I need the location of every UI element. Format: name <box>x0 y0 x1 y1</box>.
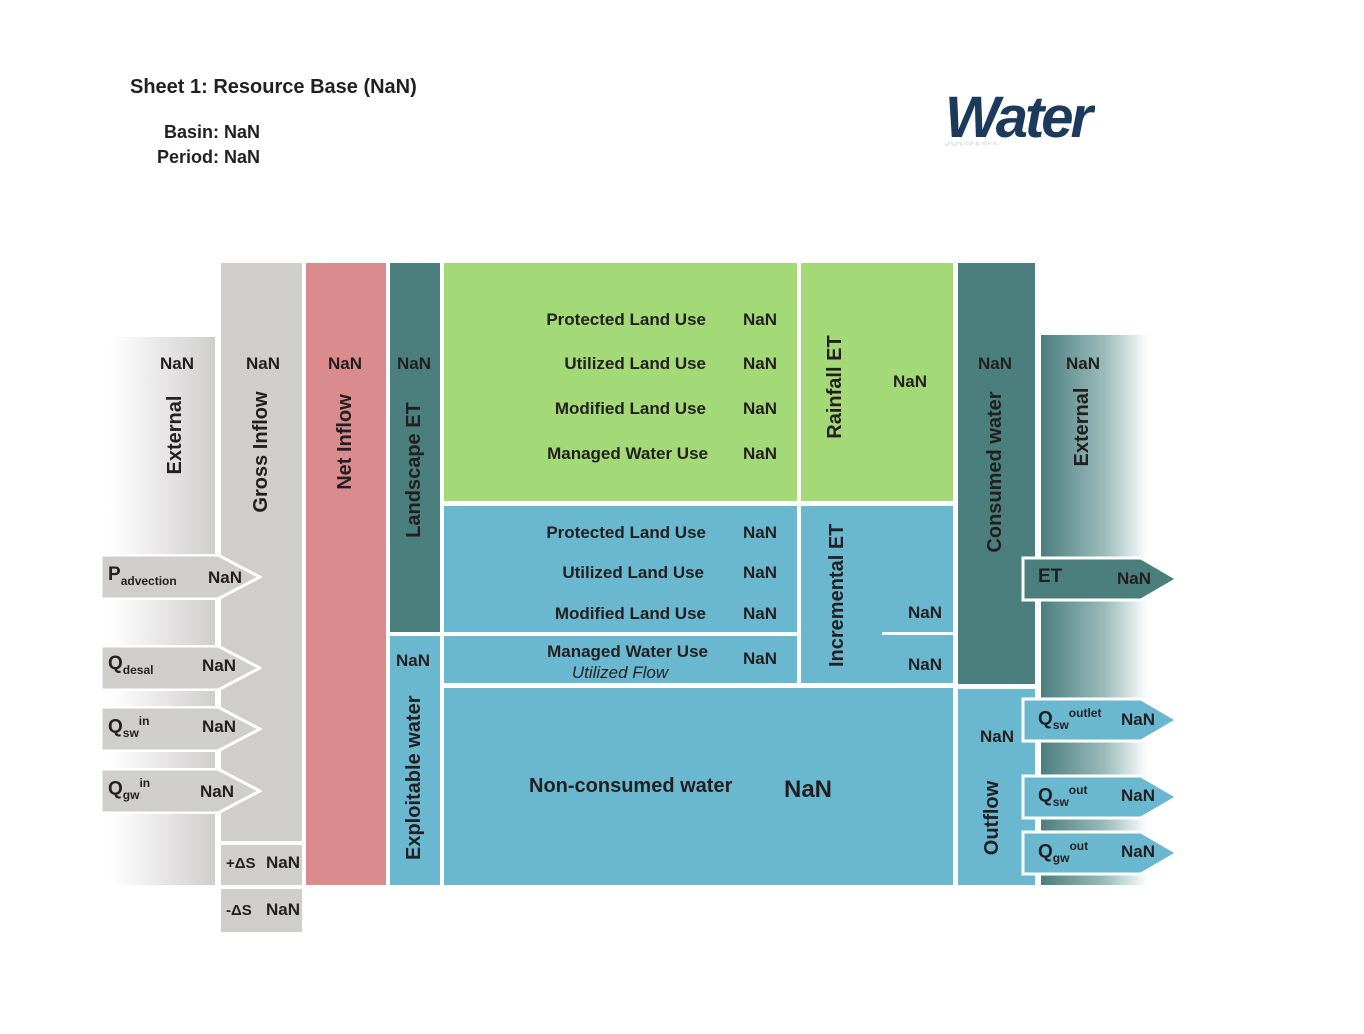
storage-minus-box <box>221 889 302 932</box>
basin-label: Basin: NaN <box>163 122 260 142</box>
outflow-label: Outflow <box>981 780 1003 856</box>
q-sw-outlet-arrow <box>1021 697 1180 743</box>
period-label: Period: NaN <box>156 147 260 167</box>
external-in-value: NaN <box>160 354 195 373</box>
incremental-et-label: Incremental ET <box>826 523 848 667</box>
p-advection-arrow <box>100 554 262 600</box>
blue-row-value: NaN <box>743 563 778 582</box>
q-gw-in-label: Qgwin <box>108 776 151 803</box>
blue-row-label: Utilized Land Use <box>562 563 704 582</box>
q-gw-in-value: NaN <box>200 782 235 801</box>
green-row-label: Managed Water Use <box>547 444 708 463</box>
green-row-label: Protected Land Use <box>546 310 706 329</box>
storage-divider <box>221 885 302 888</box>
landscape-et-column <box>390 263 440 632</box>
q-sw-out-arrow <box>1021 774 1180 820</box>
q-gw-out-arrow <box>1021 830 1180 876</box>
consumed-water-label: Consumed water <box>984 391 1006 553</box>
storage-plus-label: +ΔS <box>226 855 256 872</box>
incremental-et-divider <box>882 632 953 635</box>
non-consumed-water-block <box>444 688 953 885</box>
landscape-et-value: NaN <box>397 354 432 373</box>
q-sw-outlet-value: NaN <box>1121 710 1156 729</box>
q-desal-value: NaN <box>202 656 237 675</box>
gross-inflow-label: Gross Inflow <box>250 391 272 513</box>
green-row-value: NaN <box>743 399 778 418</box>
svg-text:Water: Water <box>945 85 1095 150</box>
blue-row-value: NaN <box>743 604 778 623</box>
sheet-title: Sheet 1: Resource Base (NaN) <box>130 76 417 98</box>
et-out-arrow <box>1021 556 1180 602</box>
et-out-value: NaN <box>1117 569 1152 588</box>
blue-row-label: Protected Land Use <box>546 523 706 542</box>
external-out-label: External <box>1071 387 1093 467</box>
blue-row-value: NaN <box>743 523 778 542</box>
managed-water-use-label: Managed Water Use <box>547 642 708 661</box>
rainfall-et-value: NaN <box>893 372 928 391</box>
net-inflow-column <box>306 263 386 885</box>
water-accounting-logo: Water Water ACCOUNTING+ <box>945 39 1100 152</box>
managed-water-use-value: NaN <box>743 649 778 668</box>
q-gw-out-value: NaN <box>1121 842 1156 861</box>
incremental-et-block <box>801 506 953 683</box>
green-row-value: NaN <box>743 354 778 373</box>
rainfall-et-block <box>801 263 953 501</box>
green-row-value: NaN <box>743 444 778 463</box>
net-inflow-value: NaN <box>328 354 363 373</box>
incremental-et-value-upper: NaN <box>908 603 943 622</box>
exploitable-water-column <box>390 636 440 885</box>
p-advection-label: Padvection <box>108 564 177 588</box>
consumed-water-value: NaN <box>978 354 1013 373</box>
net-inflow-label: Net Inflow <box>334 394 356 490</box>
storage-plus-box <box>221 845 302 885</box>
managed-water-use-block <box>444 636 797 683</box>
landscape-et-label: Landscape ET <box>403 402 425 538</box>
blue-land-use-block <box>444 506 797 632</box>
green-row-label: Utilized Land Use <box>564 354 706 373</box>
storage-minus-label: -ΔS <box>226 902 252 919</box>
q-sw-out-label: Qswout <box>1038 783 1088 810</box>
incremental-et-value-lower: NaN <box>908 655 943 674</box>
q-sw-in-arrow <box>100 706 262 752</box>
q-desal-arrow <box>100 645 262 691</box>
gross-inflow-value: NaN <box>246 354 281 373</box>
q-desal-label: Qdesal <box>108 653 154 677</box>
q-sw-in-value: NaN <box>202 717 237 736</box>
external-out-value: NaN <box>1066 354 1101 373</box>
non-consumed-water-label: Non-consumed water <box>529 775 733 797</box>
outflow-value: NaN <box>980 727 1015 746</box>
exploitable-water-label: Exploitable water <box>403 695 425 861</box>
q-sw-in-label: Qswin <box>108 714 150 741</box>
utilized-flow-label: Utilized Flow <box>571 663 669 682</box>
non-consumed-water-value: NaN <box>784 776 833 803</box>
q-gw-out-label: Qgwout <box>1038 839 1089 866</box>
green-land-use-block <box>444 263 797 501</box>
exploitable-water-value: NaN <box>396 651 431 670</box>
q-gw-in-arrow <box>100 768 262 814</box>
rainfall-et-label: Rainfall ET <box>824 335 846 439</box>
p-advection-value: NaN <box>208 568 243 587</box>
green-row-label: Modified Land Use <box>554 399 706 418</box>
logo-subtext: ACCOUNTING+ <box>989 38 996 90</box>
storage-minus-value: NaN <box>266 900 301 919</box>
et-out-label: ET <box>1038 566 1063 587</box>
external-in-label: External <box>164 395 186 475</box>
gross-inflow-column <box>221 263 302 841</box>
storage-plus-value: NaN <box>266 853 301 872</box>
q-sw-out-value: NaN <box>1121 786 1156 805</box>
svg-text:Water: Water <box>945 140 1000 147</box>
consumed-water-column <box>958 263 1035 684</box>
green-row-value: NaN <box>743 310 778 329</box>
blue-row-label: Modified Land Use <box>554 604 706 623</box>
q-sw-outlet-label: Qswoutlet <box>1038 706 1102 733</box>
